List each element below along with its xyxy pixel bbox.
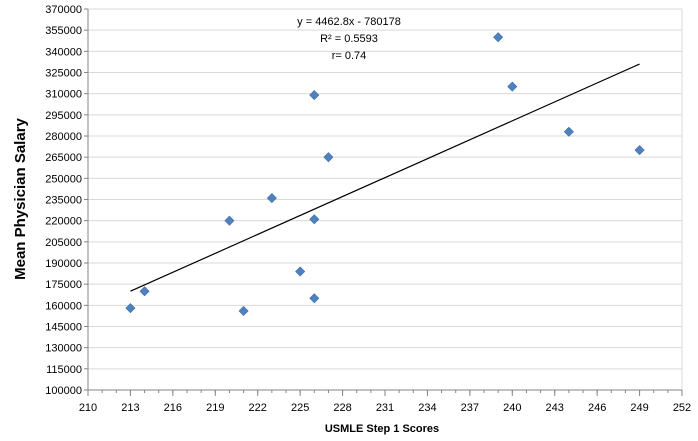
- x-axis-title: USMLE Step 1 Scores: [325, 423, 439, 435]
- data-point: [224, 215, 235, 226]
- x-tick-label: 216: [164, 402, 182, 414]
- y-tick-label: 130000: [45, 343, 82, 355]
- y-tick-label: 100000: [45, 385, 82, 397]
- y-tick-label: 220000: [45, 216, 82, 228]
- gridlines: [88, 8, 683, 390]
- x-tick-label: 234: [418, 402, 436, 414]
- data-point: [323, 152, 334, 163]
- data-points: [125, 32, 645, 317]
- x-tick-label: 240: [503, 402, 521, 414]
- x-tick-label: 249: [630, 402, 648, 414]
- x-tick-label: 210: [79, 402, 97, 414]
- data-point: [634, 145, 645, 156]
- y-tick-label: 205000: [45, 237, 82, 249]
- data-point: [493, 32, 504, 43]
- data-point: [266, 193, 277, 204]
- x-tick-label: 252: [673, 402, 691, 414]
- y-tick-label: 295000: [45, 110, 82, 122]
- data-point: [507, 81, 518, 92]
- y-tick-label: 310000: [45, 89, 82, 101]
- y-tick-label: 325000: [45, 68, 82, 80]
- trendline: [130, 63, 640, 292]
- y-tick-label: 160000: [45, 300, 82, 312]
- data-point: [125, 303, 136, 314]
- data-point: [295, 266, 306, 277]
- y-tick-label: 235000: [45, 195, 82, 207]
- x-tick-label: 237: [461, 402, 479, 414]
- data-point: [309, 90, 320, 101]
- x-tick-label: 231: [376, 402, 394, 414]
- x-tick-label: 246: [588, 402, 606, 414]
- y-tick-label: 265000: [45, 152, 82, 164]
- x-tick-label: 219: [206, 402, 224, 414]
- y-tick-label: 250000: [45, 173, 82, 185]
- data-point: [309, 214, 320, 225]
- data-point: [563, 126, 574, 137]
- y-tick-label: 190000: [45, 258, 82, 270]
- y-tick-labels: 100000 115000 130000 145000 160000 175000 1900…: [45, 4, 82, 397]
- y-tick-label: 115000: [46, 364, 82, 376]
- y-tick-label: 280000: [45, 131, 82, 143]
- data-point: [139, 286, 150, 297]
- y-axis-title: Mean Physician Salary: [12, 117, 29, 279]
- data-point: [309, 293, 320, 304]
- x-tick-label: 228: [333, 402, 351, 414]
- x-tick-label: 243: [546, 402, 564, 414]
- x-tick-labels: 210 213 216 219 222 225 228 231 234 237 240 243 246 2…: [79, 402, 691, 414]
- r-annotation: r= 0.74: [332, 50, 367, 62]
- y-tick-label: 340000: [45, 46, 82, 58]
- y-tick-label: 145000: [45, 322, 82, 334]
- x-tick-label: 213: [121, 402, 139, 414]
- y-tick-label: 355000: [45, 25, 82, 37]
- x-tick-label: 222: [249, 402, 267, 414]
- y-tick-label: 370000: [45, 4, 82, 16]
- equation-annotation: y = 4462.8x - 780178: [297, 16, 401, 28]
- y-tick-label: 175000: [45, 279, 82, 291]
- r-squared-annotation: R² = 0.5593: [320, 33, 378, 45]
- axes: [84, 8, 683, 396]
- data-point: [238, 305, 249, 317]
- x-tick-label: 225: [291, 402, 309, 414]
